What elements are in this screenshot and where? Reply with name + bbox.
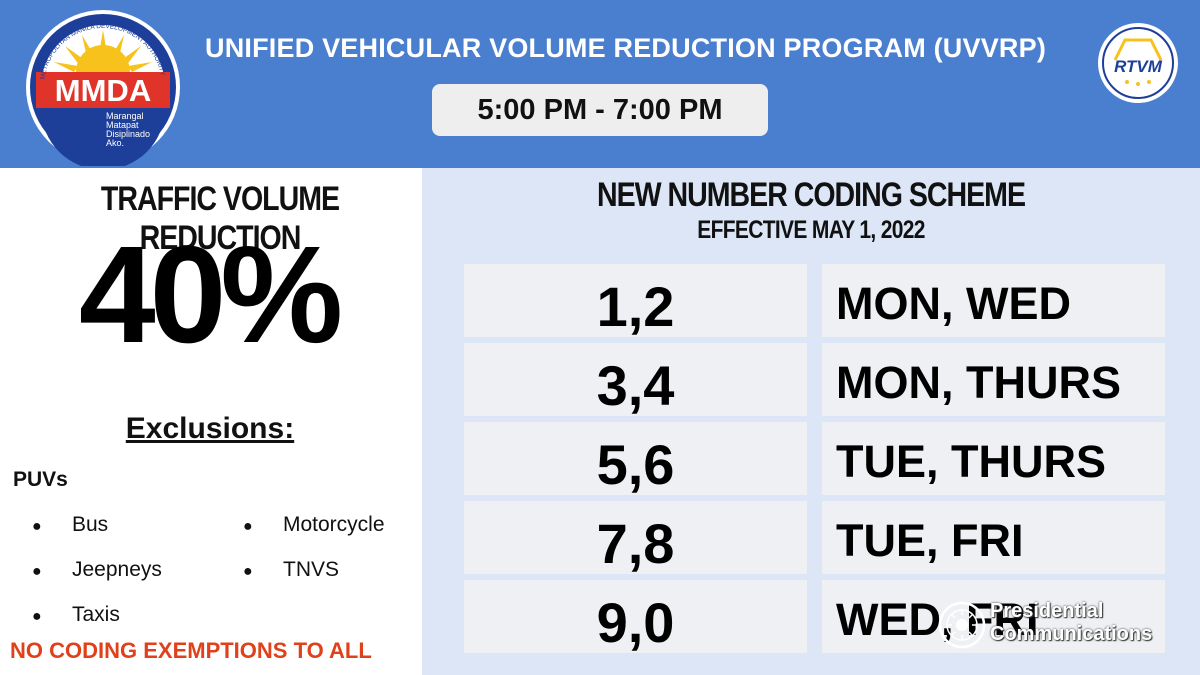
coding-days-cell: TUE, FRI xyxy=(822,501,1165,574)
exclusion-item-jeepneys: Jeepneys xyxy=(72,558,162,581)
right-panel: NEW NUMBER CODING SCHEME EFFECTIVE MAY 1… xyxy=(422,168,1200,675)
reduction-title: TRAFFIC VOLUME REDUCTION xyxy=(100,180,340,257)
program-title: UNIFIED VEHICULAR VOLUME REDUCTION PROGR… xyxy=(205,33,1047,63)
bullet-icon: ● xyxy=(32,518,42,535)
svg-text:MMDA: MMDA xyxy=(55,73,151,108)
exclusion-item-tnvs: TNVS xyxy=(283,558,340,581)
time-window-badge: 5:00 PM - 7:00 PM xyxy=(432,84,768,136)
exclusion-item-taxis: Taxis xyxy=(72,603,120,626)
scheme-title: NEW NUMBER CODING SCHEME xyxy=(596,176,1026,214)
reduction-value: 40% xyxy=(78,218,343,372)
plate-numbers-cell: 3,4 xyxy=(464,343,807,417)
no-exemption-note: NO CODING EXEMPTIONS TO ALL xyxy=(10,638,372,663)
svg-text:Disiplinado: Disiplinado xyxy=(106,129,150,139)
svg-text:RTVM: RTVM xyxy=(1114,57,1163,76)
puvs-label: PUVs xyxy=(13,468,68,491)
coding-days-cell: WED, FRI xyxy=(822,580,1165,653)
rtvm-logo: RTVM xyxy=(1098,23,1178,103)
plate-numbers-cell: 1,2 xyxy=(464,264,807,338)
bullet-icon: ● xyxy=(243,518,253,535)
svg-text:Matapat: Matapat xyxy=(106,120,139,130)
watermark-text: Presidential Communications xyxy=(990,600,1152,646)
exclusion-item-bus: Bus xyxy=(72,513,109,536)
plate-numbers-cell: 9,0 xyxy=(464,580,807,654)
scheme-subtitle: EFFECTIVE MAY 1, 2022 xyxy=(697,216,925,244)
bullet-icon: ● xyxy=(32,608,42,625)
exclusion-item-motorcycle: Motorcycle xyxy=(283,513,385,536)
coding-days-cell: MON, THURS xyxy=(822,343,1165,416)
exclusions-title: Exclusions: xyxy=(125,412,295,445)
plate-numbers-cell: 7,8 xyxy=(464,501,807,575)
presidential-communications-watermark: Presidential Communications xyxy=(938,598,1178,658)
plate-numbers-cell: 5,6 xyxy=(464,422,807,496)
seal-icon xyxy=(938,601,986,649)
svg-text:Marangal: Marangal xyxy=(106,111,144,121)
watermark-line-1: Presidential xyxy=(990,600,1104,622)
coding-days-cell: TUE, THURS xyxy=(822,422,1165,495)
bullet-icon: ● xyxy=(243,563,253,580)
watermark-line-2: Communications xyxy=(990,623,1153,645)
coding-days-cell: MON, WED xyxy=(822,264,1165,337)
mmda-logo: MMDA Marangal Matapat Disiplinado Ako. M… xyxy=(26,10,180,166)
bullet-icon: ● xyxy=(32,563,42,580)
svg-text:Ako.: Ako. xyxy=(106,138,124,148)
header-bar: MMDA Marangal Matapat Disiplinado Ako. M… xyxy=(0,0,1200,168)
left-panel: TRAFFIC VOLUME REDUCTION 40% Exclusions:… xyxy=(0,168,422,675)
